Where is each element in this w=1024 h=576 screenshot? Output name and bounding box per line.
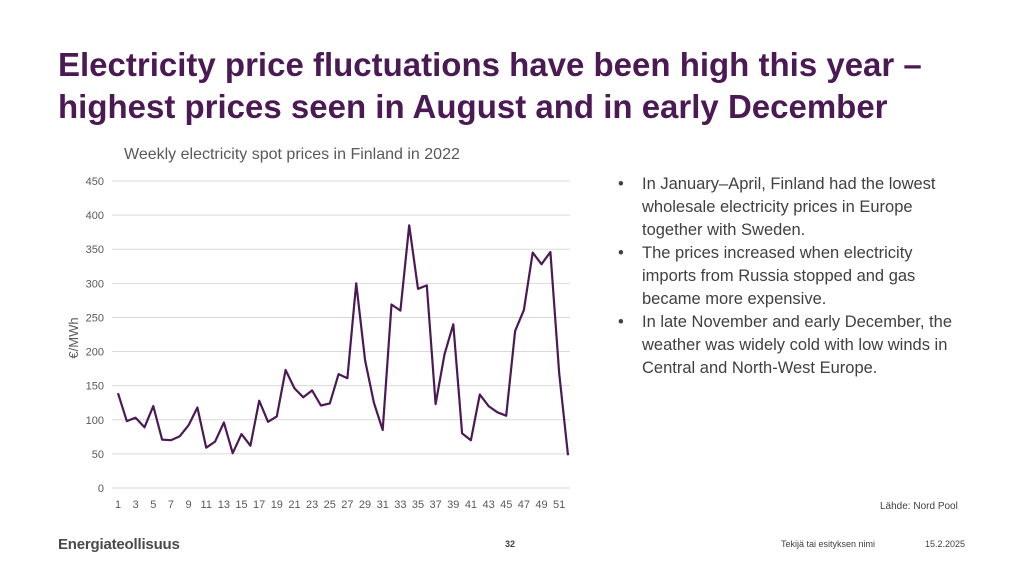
key-point-item: In late November and early December, the… [618, 311, 963, 380]
x-tick-label: 33 [394, 499, 406, 511]
company-logo: Energiateollisuus [58, 536, 180, 553]
x-tick-label: 29 [359, 499, 371, 511]
x-tick-label: 19 [271, 499, 283, 511]
x-tick-label: 21 [288, 499, 300, 511]
footer-presenter: Tekijä tai esityksen nimi [781, 539, 876, 549]
y-tick-label: 0 [98, 483, 104, 495]
price-series-line [116, 224, 570, 456]
y-axis-ticks: 0 50 100 150 200 250 300 350 400 450 [86, 176, 104, 495]
x-tick-label: 13 [218, 499, 230, 511]
x-tick-label: 35 [412, 499, 424, 511]
price-series-points [117, 225, 569, 456]
x-tick-label: 7 [168, 499, 174, 511]
page-number: 32 [505, 539, 516, 549]
x-tick-label: 9 [186, 499, 192, 511]
x-tick-label: 51 [553, 499, 565, 511]
x-tick-label: 23 [306, 499, 318, 511]
y-tick-label: 400 [86, 210, 104, 222]
y-tick-label: 100 [86, 415, 104, 427]
y-tick-label: 250 [86, 312, 104, 324]
key-point-item: The prices increased when electricity im… [618, 242, 963, 311]
x-tick-label: 11 [201, 499, 212, 511]
x-tick-label: 1 [115, 499, 121, 511]
key-points-list: In January–April, Finland had the lowest… [618, 173, 963, 380]
x-tick-label: 39 [447, 499, 459, 511]
x-tick-label: 43 [482, 499, 494, 511]
y-tick-label: 350 [86, 244, 104, 256]
y-tick-label: 150 [86, 381, 104, 393]
x-tick-label: 25 [324, 499, 336, 511]
x-tick-label: 27 [341, 499, 353, 511]
y-axis-label: €/MWh [66, 317, 81, 358]
x-tick-label: 47 [518, 499, 530, 511]
x-tick-label: 31 [377, 499, 389, 511]
footer-date: 15.2.2025 [925, 539, 966, 549]
x-tick-label: 3 [133, 499, 139, 511]
x-tick-label: 5 [150, 499, 156, 511]
y-tick-label: 450 [86, 176, 104, 188]
y-tick-label: 300 [86, 278, 104, 290]
x-tick-label: 15 [235, 499, 247, 511]
x-axis-ticks: 1 3 5 7 9 11 13 15 17 19 21 23 25 27 29 31 33 35 37 39 41 43 4… [115, 499, 565, 511]
key-point-item: In January–April, Finland had the lowest… [618, 173, 963, 242]
chart-gridlines [112, 180, 570, 489]
x-tick-label: 49 [535, 499, 547, 511]
slide-title: Electricity price fluctuations have been… [58, 44, 998, 128]
y-tick-label: 200 [86, 347, 104, 359]
x-tick-label: 45 [500, 499, 512, 511]
slide-title-line-2: highest prices seen in August and in ear… [58, 88, 888, 125]
x-tick-label: 17 [253, 499, 265, 511]
y-tick-label: 50 [92, 449, 104, 461]
slide-title-line-1: Electricity price fluctuations have been… [58, 46, 922, 83]
chart-title: Weekly electricity spot prices in Finlan… [124, 146, 460, 163]
source-note: Lähde: Nord Pool [880, 501, 958, 512]
x-tick-label: 37 [430, 499, 442, 511]
x-tick-label: 41 [465, 499, 477, 511]
